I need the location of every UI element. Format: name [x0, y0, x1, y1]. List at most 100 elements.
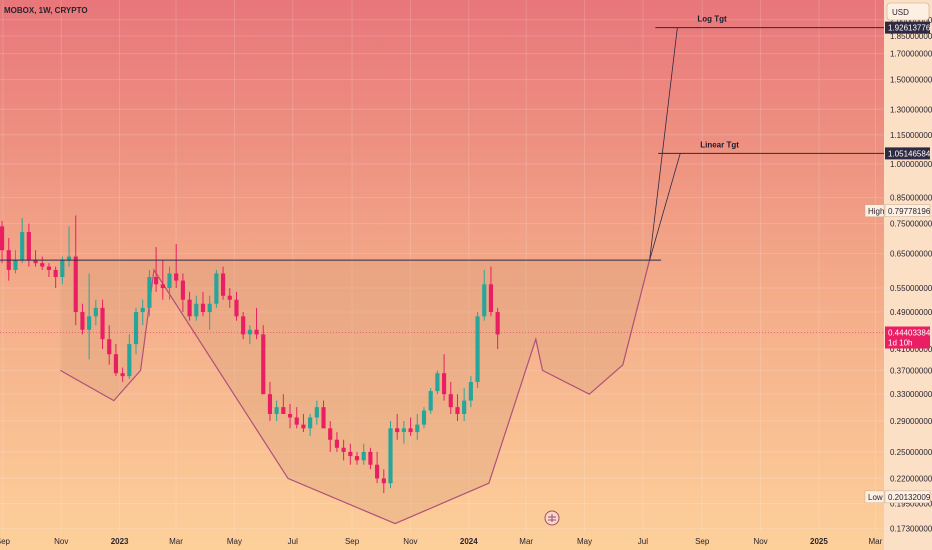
candle-body: [207, 303, 212, 313]
y-tick-label: 0.33000000: [890, 390, 932, 399]
target-label: Log Tgt: [697, 15, 727, 24]
candle-body: [13, 259, 18, 270]
candle-body: [33, 259, 38, 264]
y-tick-label: 1.00000000: [890, 160, 932, 169]
candle-body: [401, 428, 406, 433]
candle-body: [53, 269, 58, 278]
hl-label: Low: [868, 493, 883, 502]
price-tag-bg: [885, 147, 930, 160]
candle-body: [442, 373, 447, 395]
candle-body: [73, 256, 78, 313]
price-tag-value: 1.05146584: [888, 149, 931, 158]
candle-body: [475, 316, 480, 382]
candle-body: [421, 410, 427, 425]
candle-body: [113, 354, 119, 374]
candle-body: [361, 451, 366, 461]
y-tick-label: 0.65000000: [890, 249, 932, 258]
x-tick-label: 2023: [111, 537, 129, 546]
x-tick-label: Nov: [403, 537, 417, 546]
x-tick-label: Sep: [695, 537, 710, 546]
candle-body: [448, 394, 453, 408]
candle-body: [241, 316, 246, 335]
price-axis[interactable]: 2.00000000 1.85000000 1.70000000 1.50000000…: [890, 16, 932, 534]
candle-body: [348, 451, 353, 457]
candle-body: [354, 456, 360, 461]
candle-body: [254, 329, 259, 335]
hl-value: 0.79778196: [888, 207, 931, 216]
currency-box[interactable]: [886, 2, 930, 21]
candle-body: [200, 303, 206, 313]
y-tick-label: 0.49000000: [890, 308, 932, 317]
x-tick-label: May: [577, 537, 592, 546]
candle-body: [127, 344, 132, 377]
candle-body: [120, 373, 125, 377]
candle-body: [488, 284, 494, 313]
annotation-lines: Log Tgt Linear Tgt: [0, 15, 884, 333]
candle-body: [87, 316, 92, 330]
candle-body: [93, 307, 98, 317]
price-tag-value: 0.44403384: [888, 329, 931, 338]
x-tick-label: 2024: [460, 537, 478, 546]
x-tick-label: Sep: [345, 537, 360, 546]
chart-background: [0, 0, 884, 550]
candle-body: [375, 464, 380, 479]
candle-body: [194, 303, 199, 317]
candle-body: [180, 280, 185, 300]
candle-body: [247, 329, 252, 335]
currency-label: USD: [892, 8, 909, 17]
target-trajectory: [649, 27, 678, 261]
candle-body: [154, 277, 159, 285]
x-tick-label: Jul: [288, 537, 298, 546]
candle-body: [60, 259, 65, 278]
candle-body: [301, 424, 306, 429]
price-tag-bg: [885, 21, 930, 34]
candle-body: [435, 373, 440, 392]
candle-body: [415, 424, 420, 433]
x-tick-label: Mar: [519, 537, 533, 546]
y-tick-label: 2.00000000: [890, 16, 932, 25]
x-tick-label: 2025: [810, 537, 828, 546]
price-axis-background: [884, 0, 932, 550]
price-tag-value: 1.92613776: [888, 24, 931, 33]
candle-body: [187, 299, 192, 317]
candle-body: [160, 284, 165, 289]
target-label: Linear Tgt: [700, 140, 739, 149]
candle-body: [147, 277, 152, 308]
candle-body: [261, 334, 266, 395]
y-tick-label: 1.30000000: [890, 105, 932, 114]
y-tick-label: 1.85000000: [890, 32, 932, 41]
candle-body: [107, 339, 112, 355]
hl-value-bg: [884, 490, 931, 504]
candle-body: [20, 232, 25, 260]
candle-body: [40, 263, 45, 267]
hl-label-bg: [864, 490, 885, 504]
candle-body: [274, 407, 279, 414]
x-tick-label: Mar: [169, 537, 183, 546]
y-tick-label: 1.70000000: [890, 50, 932, 59]
candle-body: [341, 447, 346, 452]
candle-body: [133, 312, 139, 345]
candle-body: [287, 413, 293, 418]
candle-body: [234, 299, 239, 317]
y-tick-label: 0.17300000: [890, 524, 932, 533]
y-tick-label: 0.37000000: [890, 366, 932, 375]
candle-body: [328, 428, 333, 440]
candle-body: [66, 256, 72, 260]
earnings-icon[interactable]: [544, 510, 560, 526]
candle-body: [368, 451, 373, 465]
candle-body: [388, 428, 393, 484]
x-tick-label: Mar: [868, 537, 882, 546]
x-tick-label: Jul: [638, 537, 648, 546]
y-tick-label: 0.29000000: [890, 417, 932, 426]
y-tick-label: 0.85000000: [890, 194, 932, 203]
pattern-layer: [60, 259, 651, 525]
candle-body: [214, 273, 219, 304]
y-tick-label: 0.55000000: [890, 284, 932, 293]
y-tick-label: 0.41000000: [890, 345, 932, 354]
time-axis[interactable]: Sep Nov 2023 Mar May Jul Sep Nov 2024 Mar May Jul Se…: [0, 537, 883, 546]
candle-body: [140, 307, 145, 313]
candle-body: [281, 407, 286, 414]
candle-body: [408, 428, 413, 433]
